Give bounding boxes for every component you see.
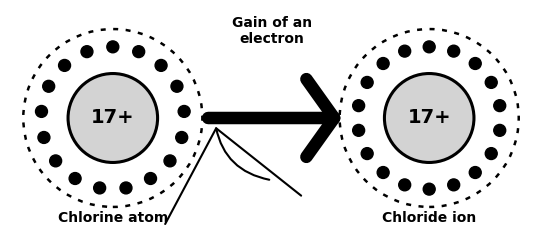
Text: 17+: 17+	[407, 109, 451, 127]
Circle shape	[485, 76, 497, 88]
Circle shape	[377, 58, 389, 69]
Circle shape	[107, 41, 119, 53]
Circle shape	[35, 105, 47, 117]
Circle shape	[353, 100, 365, 112]
Circle shape	[448, 179, 459, 191]
Circle shape	[469, 58, 481, 69]
Circle shape	[399, 45, 411, 57]
Circle shape	[59, 59, 70, 71]
Circle shape	[469, 167, 481, 178]
Circle shape	[133, 46, 144, 58]
Circle shape	[448, 45, 459, 57]
Circle shape	[175, 131, 187, 143]
Circle shape	[50, 155, 62, 167]
Text: Chlorine atom: Chlorine atom	[58, 211, 168, 225]
Circle shape	[94, 182, 106, 194]
Circle shape	[178, 105, 190, 117]
Circle shape	[494, 124, 506, 136]
Circle shape	[155, 59, 167, 71]
Circle shape	[144, 173, 156, 184]
Circle shape	[43, 80, 54, 92]
Circle shape	[68, 74, 158, 162]
Circle shape	[69, 173, 81, 184]
Circle shape	[485, 148, 497, 160]
Circle shape	[81, 46, 93, 58]
Circle shape	[377, 167, 389, 178]
Circle shape	[399, 179, 411, 191]
Circle shape	[120, 182, 132, 194]
Circle shape	[423, 41, 435, 53]
Text: Gain of an
electron: Gain of an electron	[232, 16, 312, 46]
Text: Chloride ion: Chloride ion	[382, 211, 476, 225]
Circle shape	[384, 74, 474, 162]
Circle shape	[494, 100, 506, 112]
Text: 17+: 17+	[91, 109, 135, 127]
Circle shape	[38, 131, 50, 143]
Circle shape	[361, 76, 373, 88]
Circle shape	[164, 155, 176, 167]
Circle shape	[423, 183, 435, 195]
Circle shape	[361, 148, 373, 160]
Circle shape	[353, 124, 365, 136]
Circle shape	[171, 80, 183, 92]
